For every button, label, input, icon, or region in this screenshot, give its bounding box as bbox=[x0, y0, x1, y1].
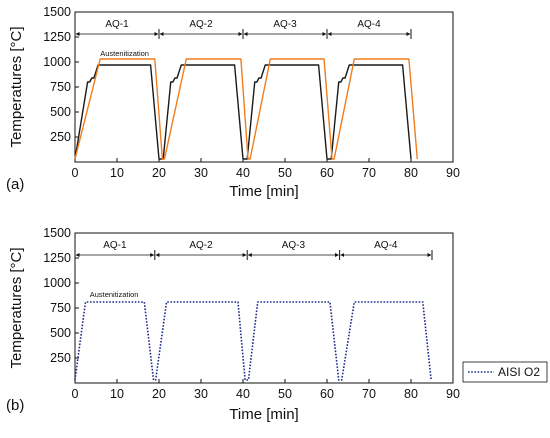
y-axis-title: Temperatures [°C] bbox=[8, 247, 25, 368]
x-tick-label: 80 bbox=[404, 387, 418, 401]
segment-annotations: AQ-1 AQ-2 AQ-3 AQ-4 bbox=[74, 19, 412, 39]
y-tick-label: 750 bbox=[50, 301, 71, 315]
x-tick-label: 90 bbox=[446, 387, 460, 401]
legend-box bbox=[462, 361, 548, 383]
x-tick-label: 40 bbox=[236, 166, 250, 180]
segment-label: AQ-1 bbox=[103, 240, 127, 251]
y-tick-label: 500 bbox=[50, 105, 71, 119]
x-tick-label: 10 bbox=[110, 387, 124, 401]
x-axis-title: Time [min] bbox=[229, 183, 298, 200]
annotation-text: Austenitization bbox=[90, 290, 139, 299]
x-tick-label: 0 bbox=[72, 387, 79, 401]
x-tick-label: 70 bbox=[362, 387, 376, 401]
y-tick-label: 1250 bbox=[43, 30, 71, 44]
segment-label: AQ-3 bbox=[273, 19, 297, 30]
series-line bbox=[74, 64, 412, 160]
x-tick-label: 50 bbox=[278, 387, 292, 401]
x-tick-label: 90 bbox=[446, 166, 460, 180]
series-line bbox=[74, 301, 432, 381]
x-tick-label: 60 bbox=[320, 166, 334, 180]
x-tick-label: 0 bbox=[72, 166, 79, 180]
y-tick-label: 1500 bbox=[43, 226, 71, 240]
chart-panel-b: 0 10 20 30 40 50 60 70 80 90 250 500 750 1000 1250 1500… bbox=[6, 226, 460, 423]
series-lines bbox=[74, 58, 418, 160]
axis-ticks: 0 10 20 30 40 50 60 70 80 90 250 500 750 1000 1250 1500 bbox=[43, 5, 460, 180]
y-tick-label: 1500 bbox=[43, 5, 71, 19]
x-tick-label: 80 bbox=[404, 166, 418, 180]
x-tick-label: 30 bbox=[194, 166, 208, 180]
x-tick-label: 20 bbox=[152, 166, 166, 180]
y-tick-label: 500 bbox=[50, 326, 71, 340]
segment-label: AQ-4 bbox=[374, 240, 398, 251]
chart-panel-a: 0 10 20 30 40 50 60 70 80 90 250 500 750 1000 1250 1500… bbox=[6, 5, 460, 200]
segment-label: AQ-4 bbox=[357, 19, 381, 30]
segment-label: AQ-2 bbox=[189, 19, 213, 30]
x-tick-label: 50 bbox=[278, 166, 292, 180]
segment-annotations: AQ-1 AQ-2 AQ-3 AQ-4 bbox=[74, 240, 433, 260]
segment-label: AQ-1 bbox=[105, 19, 129, 30]
panel-label: (a) bbox=[6, 176, 24, 193]
x-axis-title: Time [min] bbox=[229, 406, 298, 423]
x-tick-label: 60 bbox=[320, 387, 334, 401]
x-tick-label: 40 bbox=[236, 387, 250, 401]
x-tick-label: 10 bbox=[110, 166, 124, 180]
y-tick-label: 1000 bbox=[43, 276, 71, 290]
y-tick-label: 250 bbox=[50, 351, 71, 365]
y-tick-label: 1250 bbox=[43, 251, 71, 265]
segment-label: AQ-3 bbox=[282, 240, 306, 251]
x-tick-label: 70 bbox=[362, 166, 376, 180]
x-tick-label: 20 bbox=[152, 387, 166, 401]
series-lines bbox=[74, 301, 432, 381]
axis-ticks: 0 10 20 30 40 50 60 70 80 90 250 500 750 1000 1250 1500 bbox=[43, 226, 460, 401]
legend: AISI O2 bbox=[462, 361, 548, 383]
plot-frame bbox=[74, 232, 454, 384]
y-tick-label: 1000 bbox=[43, 55, 71, 69]
x-tick-label: 30 bbox=[194, 387, 208, 401]
legend-entry-label: AISI O2 bbox=[498, 365, 540, 379]
panel-label: (b) bbox=[6, 397, 24, 414]
annotation-text: Austenitization bbox=[100, 49, 149, 58]
y-tick-label: 750 bbox=[50, 80, 71, 94]
series-line bbox=[74, 58, 418, 160]
segment-label: AQ-2 bbox=[189, 240, 213, 251]
y-tick-label: 250 bbox=[50, 130, 71, 144]
y-axis-title: Temperatures [°C] bbox=[8, 26, 25, 147]
